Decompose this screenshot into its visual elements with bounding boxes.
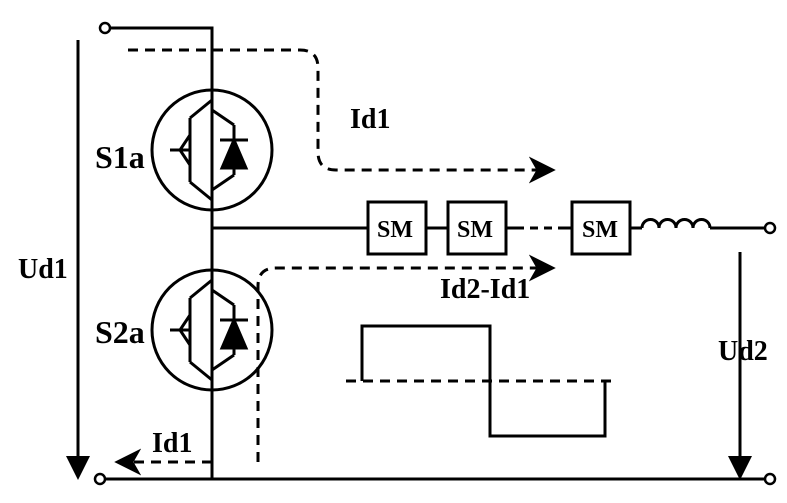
label-sm2: SM [457,217,493,243]
waveform [346,326,618,436]
label-s2a: S2a [95,314,145,350]
igbt-s2a [152,270,272,390]
label-id1-bot: Id1 [152,428,192,459]
label-s1a: S1a [95,139,145,175]
igbt-s1a [152,90,272,210]
label-id1-top: Id1 [350,104,390,135]
label-sm1: SM [377,217,413,243]
label-sm3: SM [582,217,618,243]
inductor [642,220,710,229]
label-id2-id1: Id2-Id1 [440,274,530,305]
label-ud1: Ud1 [18,254,68,285]
label-ud2: Ud2 [718,336,768,367]
